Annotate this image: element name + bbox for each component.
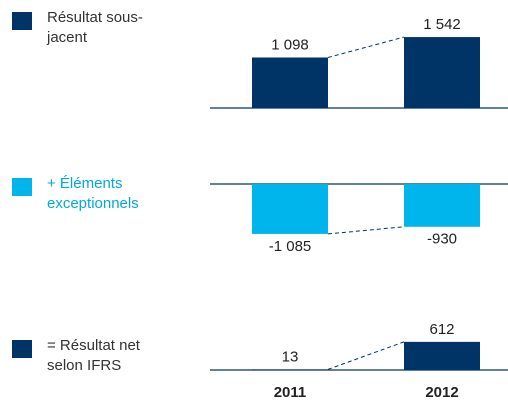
legend-swatch [12,12,32,30]
x-tick-label: 2011 [274,384,307,401]
connector [327,36,405,58]
connector [327,341,405,370]
bar [404,341,480,370]
bar [252,369,328,370]
value-label: 13 [282,348,299,365]
bar [404,37,480,108]
connector [327,226,405,235]
value-label: 1 098 [271,36,309,53]
legend-swatch [12,340,32,358]
value-label: 612 [429,321,454,338]
value-label: 1 542 [423,16,461,33]
value-label: -930 [427,231,457,248]
bar [404,184,480,227]
legend-label: + Éléments exceptionnels [47,175,139,212]
legend-swatch [12,178,32,196]
value-label: -1 085 [269,238,312,255]
bar [252,57,328,108]
x-tick-label: 2012 [425,384,458,401]
legend-label: Résultat sous-jacent [47,9,143,46]
bar [252,184,328,234]
legend-label: = Résultat net selon IFRS [47,337,140,374]
